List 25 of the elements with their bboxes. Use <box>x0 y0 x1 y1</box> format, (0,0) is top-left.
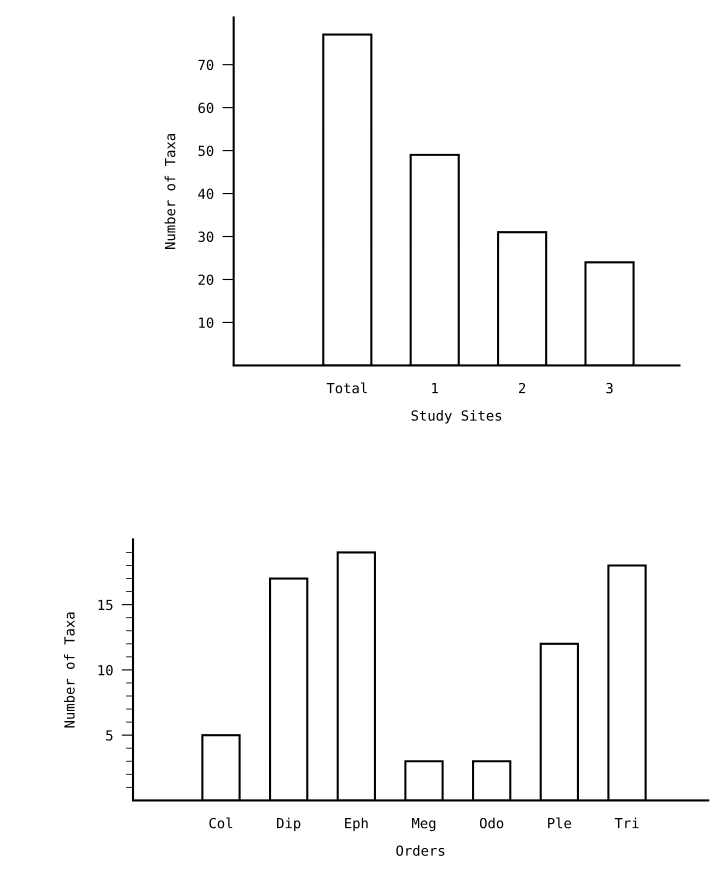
y-tick-label: 5 <box>106 730 112 741</box>
x-tick-label: Tri <box>614 818 639 828</box>
x-tick-label: 2 <box>518 382 526 394</box>
x-tick-label: 3 <box>606 382 613 394</box>
x-tick-label: Ple <box>548 818 572 828</box>
y-tick-label: 10 <box>98 664 113 676</box>
x-tick-label: Dip <box>277 818 300 832</box>
x-tick-label: Odo <box>480 818 504 828</box>
y-tick-label: 60 <box>198 102 214 114</box>
y-tick-label: 40 <box>198 188 214 200</box>
y-tick-label: 30 <box>198 232 214 242</box>
x-axis-title: Orders <box>396 845 444 856</box>
x-tick-label: Col <box>209 818 232 828</box>
y-tick-label: 15 <box>98 600 112 610</box>
x-tick-label: Total <box>326 382 367 394</box>
y-axis-title: Number of Taxa <box>64 612 75 728</box>
y-tick-label: 20 <box>198 274 214 285</box>
x-tick-label: Meg <box>412 818 436 832</box>
y-tick-label: 50 <box>198 146 214 156</box>
y-tick-label: 70 <box>198 60 214 70</box>
x-tick-label: 1 <box>432 383 438 394</box>
y-axis-title: Number of Taxa <box>164 134 176 249</box>
x-tick-label: Eph <box>345 818 368 832</box>
y-tick-label: 10 <box>199 317 214 328</box>
x-axis-title: Study Sites <box>412 410 502 424</box>
